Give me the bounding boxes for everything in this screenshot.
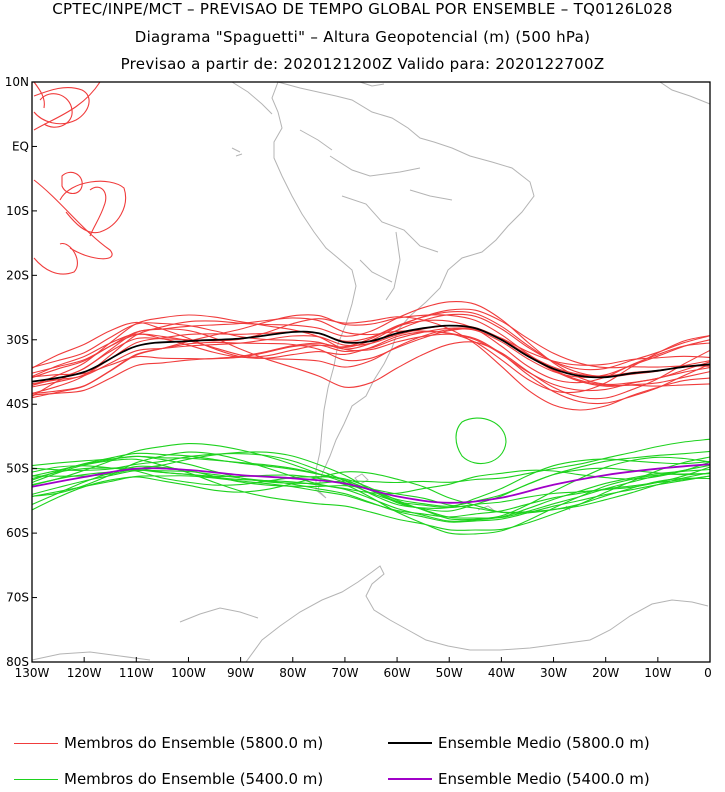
- legend-members-5800: Membros do Ensemble (5800.0 m): [14, 734, 323, 752]
- legend-members-5400: Membros do Ensemble (5400.0 m): [14, 770, 323, 788]
- contour-5800-member: [33, 179, 113, 260]
- y-tick-label: EQ: [12, 139, 29, 153]
- x-tick-label: 110W: [119, 666, 154, 680]
- ensemble-member-line: [31, 300, 711, 394]
- y-tick-label: 20S: [6, 268, 29, 282]
- ensemble-mean-5800-line: [31, 324, 711, 383]
- legend-label-members-5800: Membros do Ensemble (5800.0 m): [64, 734, 324, 752]
- contour-5800-member: [89, 186, 107, 237]
- legend-label-mean-5800: Ensemble Medio (5800.0 m): [438, 734, 650, 752]
- contour-5800-member: [33, 243, 78, 275]
- axes: 130W 120W 110W 100W 90W 80W 70W 60W 50W 40W 30W 20W…: [5, 75, 712, 680]
- x-tick-label: 50W: [436, 666, 463, 680]
- y-tick-label: 10N: [5, 75, 29, 89]
- y-tick-label: 40S: [6, 397, 29, 411]
- x-tick-label: 10W: [644, 666, 671, 680]
- title-line-3: Previsao a partir de: 2020121200Z Valido…: [120, 55, 605, 73]
- ensemble-member-line: [31, 328, 711, 395]
- legend-swatch-black: [388, 742, 432, 744]
- contour-5800-member: [33, 87, 90, 125]
- ensemble-member-line: [31, 471, 711, 514]
- plot-frame: [31, 81, 711, 663]
- contour-5800-member: [39, 93, 73, 128]
- legend-mean-5800: Ensemble Medio (5800.0 m): [388, 734, 650, 752]
- contour-5800-member: [33, 81, 101, 131]
- legend-mean-5400: Ensemble Medio (5400.0 m): [388, 770, 650, 788]
- ensemble-member-line: [31, 313, 711, 371]
- ensemble-mean-5400-line: [31, 463, 711, 504]
- contour-5800-member: [59, 180, 126, 234]
- x-tick-label: 100W: [171, 666, 206, 680]
- ensemble-members-5400: [31, 438, 711, 535]
- x-tick-label: 130W: [15, 666, 50, 680]
- x-tick-label: 120W: [67, 666, 102, 680]
- isolated-contours: [33, 81, 507, 465]
- title-line-2: Diagrama "Spaguetti" – Altura Geopotenci…: [134, 28, 591, 46]
- x-tick-label: 70W: [331, 666, 358, 680]
- contour-5800-member: [33, 81, 45, 109]
- title-line-1: CPTEC/INPE/MCT – PREVISAO DE TEMPO GLOBA…: [52, 0, 673, 18]
- legend-label-mean-5400: Ensemble Medio (5400.0 m): [438, 770, 650, 788]
- y-tick-label: 50S: [6, 462, 29, 476]
- legend-label-members-5400: Membros do Ensemble (5400.0 m): [64, 770, 324, 788]
- x-tick-label: 80W: [279, 666, 306, 680]
- ensemble-member-line: [31, 475, 711, 518]
- y-tick-label: 80S: [6, 655, 29, 669]
- y-tick-label: 70S: [6, 591, 29, 605]
- x-tick-label: 60W: [384, 666, 411, 680]
- x-tick-label: 20W: [592, 666, 619, 680]
- legend-swatch-green: [14, 778, 58, 780]
- x-tick-label: 0: [704, 666, 712, 680]
- ensemble-member-line: [31, 314, 711, 405]
- x-tick-label: 40W: [488, 666, 515, 680]
- legend-swatch-purple: [388, 778, 432, 780]
- ensemble-member-line: [31, 456, 711, 521]
- ensemble-member-line: [31, 327, 711, 378]
- contour-5800-member: [61, 171, 83, 195]
- y-tick-label: 30S: [6, 333, 29, 347]
- x-tick-label: 30W: [540, 666, 567, 680]
- continent-outline: [31, 81, 711, 663]
- y-tick-label: 10S: [6, 204, 29, 218]
- ensemble-member-line: [31, 317, 711, 392]
- ensemble-member-line: [31, 453, 711, 510]
- ensemble-member-line: [31, 469, 711, 523]
- y-tick-label: 60S: [6, 526, 29, 540]
- ensemble-member-line: [31, 316, 711, 411]
- ensemble-members-5800: [31, 300, 711, 411]
- contour-5400-member: [455, 417, 507, 465]
- legend-swatch-red: [14, 742, 58, 744]
- x-tick-label: 90W: [227, 666, 254, 680]
